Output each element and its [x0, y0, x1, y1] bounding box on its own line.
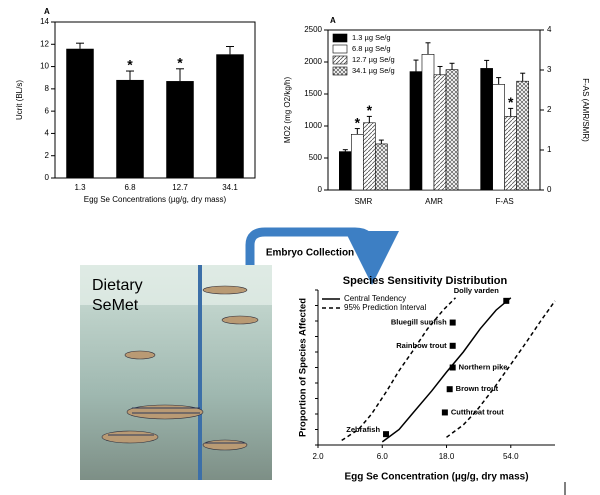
y2-tick-label: 2 — [547, 105, 552, 114]
y2-tick-label: 0 — [547, 185, 552, 194]
point — [383, 431, 390, 438]
y-tick-label: 2 — [45, 151, 50, 160]
legend-label: 1.3 µg Se/g — [352, 33, 391, 42]
bar — [166, 81, 194, 178]
point-label: Brown trout — [456, 384, 499, 393]
bar — [216, 54, 244, 178]
bar — [516, 80, 529, 191]
x-tick-label: F-AS — [496, 197, 514, 206]
curve — [381, 297, 512, 443]
bar — [66, 48, 94, 178]
y2-axis-title: F-AS (AMR/SMR) — [581, 78, 590, 142]
bar — [480, 68, 493, 191]
x-tick-label: AMR — [425, 197, 443, 206]
photo-label: Dietary — [92, 277, 143, 294]
significance-mark: * — [127, 57, 133, 73]
x-tick-label: 6.8 — [124, 183, 136, 192]
point-label: Bluegill sunfish — [391, 318, 447, 327]
legend-swatch — [332, 44, 348, 54]
bar — [421, 54, 435, 191]
y-tick-label: 8 — [45, 84, 50, 93]
y-tick-label: 2000 — [304, 57, 322, 66]
bar — [339, 151, 352, 191]
x-tick-label: 2.0 — [312, 452, 324, 461]
legend-swatch — [332, 33, 348, 43]
y-tick-label: 0 — [45, 173, 50, 182]
photo-label: SeMet — [92, 297, 139, 314]
y-tick-label: 1500 — [304, 89, 322, 98]
y2-tick-label: 3 — [547, 65, 552, 74]
x-tick-label: SMR — [354, 197, 372, 206]
y-tick-label: 12 — [40, 39, 49, 48]
photo: Dietary SeMet — [80, 265, 272, 480]
legend-swatch — [332, 55, 348, 65]
x-tick-label: 6.0 — [377, 452, 389, 461]
y-axis-title: Proportion of Species Affected — [298, 298, 309, 437]
point — [441, 409, 448, 416]
legend-label: 12.7 µg Se/g — [352, 55, 395, 64]
y-axis-title: Ucrit (BL/s) — [15, 80, 24, 120]
arrow-label: Embryo Collection — [266, 248, 354, 259]
x-tick-label: 1.3 — [74, 183, 86, 192]
bar — [445, 69, 459, 191]
panel-label: A — [330, 16, 336, 25]
point-label: Zebrafish — [346, 425, 380, 434]
y-tick-label: 2500 — [304, 25, 322, 34]
bar — [409, 71, 423, 191]
plot-frame — [54, 21, 256, 179]
x-axis-title: Egg Se Concentration (µg/g, dry mass) — [344, 472, 528, 483]
bar — [363, 122, 376, 191]
x-axis-title: Egg Se Concentrations (µg/g, dry mass) — [84, 195, 227, 204]
x-tick-label: 18.0 — [439, 452, 455, 461]
point — [449, 364, 456, 371]
legend-label: Central Tendency — [344, 294, 406, 303]
point — [449, 342, 456, 349]
point — [446, 386, 453, 393]
point — [503, 297, 510, 304]
panel-label: A — [44, 7, 50, 16]
x-tick-label: 54.0 — [503, 452, 519, 461]
y-tick-label: 4 — [45, 129, 50, 138]
y-tick-label: 6 — [45, 106, 50, 115]
y-tick-label: 500 — [309, 153, 323, 162]
x-tick-label: 34.1 — [222, 183, 238, 192]
legend-label: 34.1 µg Se/g — [352, 66, 395, 75]
y2-tick-label: 1 — [547, 145, 552, 154]
x-tick-label: 12.7 — [172, 183, 188, 192]
legend-label: 95% Prediction Interval — [344, 303, 426, 312]
point-label: Dolly varden — [454, 286, 499, 295]
curve — [341, 297, 556, 442]
bar — [375, 143, 388, 191]
significance-mark: * — [177, 55, 183, 71]
arrow: Embryo Collection — [245, 227, 399, 285]
y-tick-label: 1000 — [304, 121, 322, 130]
y-axis-title: MO2 (mg O2/kg/h) — [283, 77, 292, 144]
bar — [116, 79, 144, 178]
legend-swatch — [332, 66, 348, 76]
significance-mark: * — [355, 114, 361, 130]
y2-tick-label: 4 — [547, 25, 552, 34]
significance-mark: * — [367, 102, 373, 118]
point — [449, 319, 456, 326]
significance-mark: * — [508, 94, 514, 110]
bar — [492, 84, 505, 191]
point-label: Rainbow trout — [396, 341, 447, 350]
chart-title: Species Sensitivity Distribution — [343, 275, 508, 287]
bar — [504, 116, 517, 191]
y-tick-label: 0 — [318, 185, 323, 194]
legend-label: 6.8 µg Se/g — [352, 44, 391, 53]
y-tick-label: 10 — [40, 62, 49, 71]
point-label: Northern pike — [459, 362, 508, 371]
point-label: Cutthroat trout — [451, 407, 504, 416]
bar — [351, 134, 364, 191]
bar — [433, 74, 447, 191]
y-tick-label: 14 — [40, 17, 49, 26]
